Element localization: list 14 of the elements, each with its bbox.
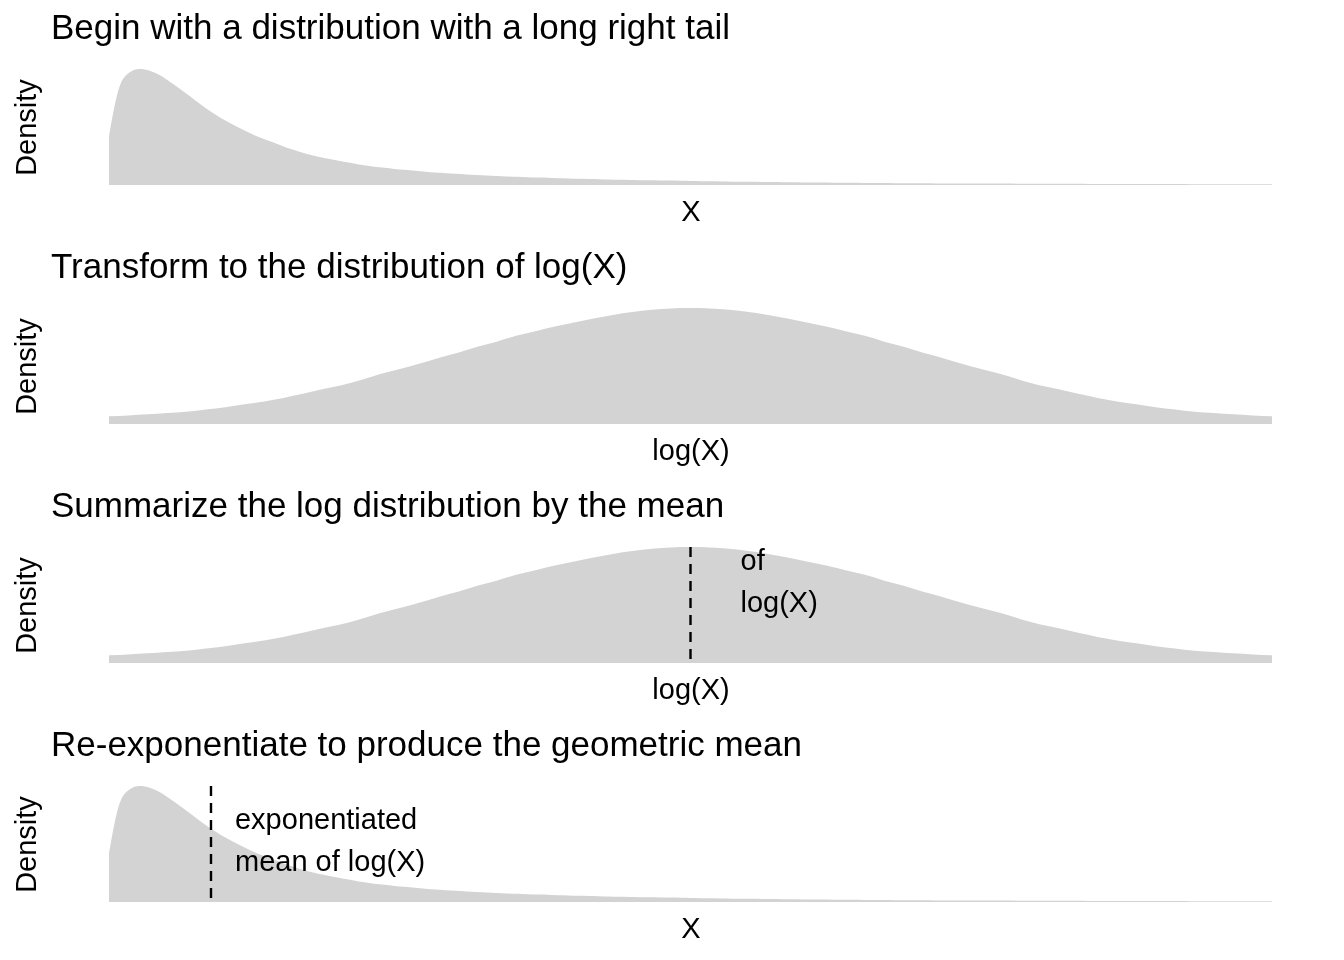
x-axis-title: X — [681, 194, 701, 227]
x-axis-title: log(X) — [652, 433, 730, 466]
y-axis-title: Density — [9, 317, 42, 415]
x-axis-title: log(X) — [652, 672, 730, 705]
y-axis-title: Density — [9, 78, 42, 176]
annotation: of log(X) — [740, 544, 818, 618]
y-axis-title: Density — [9, 795, 42, 893]
annotation: exponentiated mean of log(X) — [235, 803, 426, 877]
x-axis-title: X — [681, 911, 701, 944]
y-axis-title: Density — [9, 556, 42, 654]
chart-title: Transform to the distribution of log(X) — [51, 246, 628, 285]
chart-title: Re-exponentiate to produce the geometric mean — [51, 724, 803, 763]
chart-title: Begin with a distribution with a long right tail — [51, 7, 730, 46]
chart-title: Summarize the log distribution by the mean — [51, 485, 725, 524]
